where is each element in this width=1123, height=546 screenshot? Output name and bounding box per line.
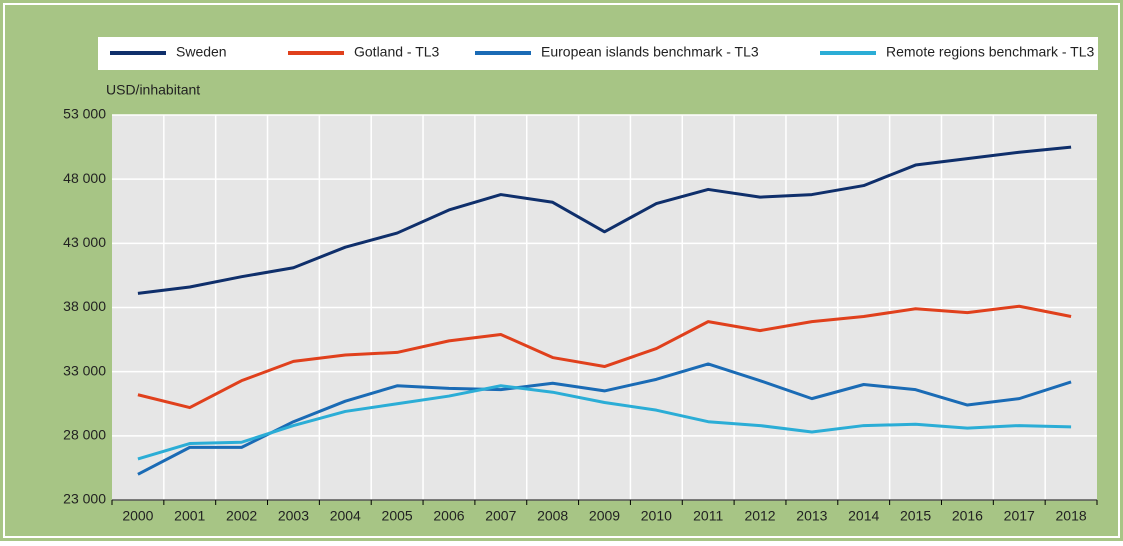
- x-tick-label: 2012: [744, 508, 775, 524]
- x-tick-label: 2006: [433, 508, 464, 524]
- x-tick-label: 2001: [174, 508, 205, 524]
- y-tick-label: 48 000: [63, 170, 106, 186]
- x-tick-label: 2017: [1004, 508, 1035, 524]
- series-line: [137, 145, 1072, 295]
- x-tick-label: 2018: [1056, 508, 1087, 524]
- series-line: [137, 384, 1072, 461]
- legend-label: European islands benchmark - TL3: [541, 44, 759, 60]
- x-tick-label: 2003: [278, 508, 309, 524]
- y-tick-label: 38 000: [63, 298, 106, 314]
- x-tick-label: 2008: [537, 508, 568, 524]
- x-tick-label: 2015: [900, 508, 931, 524]
- legend-label: Sweden: [176, 44, 227, 60]
- legend-box: [98, 37, 1098, 70]
- x-tick-label: 2005: [382, 508, 413, 524]
- x-tick-label: 2013: [796, 508, 827, 524]
- x-tick-label: 2000: [122, 508, 153, 524]
- x-tick-label: 2010: [641, 508, 672, 524]
- x-tick-label: 2016: [952, 508, 983, 524]
- y-tick-label: 23 000: [63, 491, 106, 507]
- y-tick-label: 28 000: [63, 427, 106, 443]
- y-axis-label: USD/inhabitant: [106, 82, 200, 98]
- legend-label: Remote regions benchmark - TL3: [886, 44, 1094, 60]
- y-tick-label: 53 000: [63, 106, 106, 122]
- y-tick-label: 33 000: [63, 362, 106, 378]
- x-tick-label: 2007: [485, 508, 516, 524]
- x-tick-label: 2009: [589, 508, 620, 524]
- y-tick-label: 43 000: [63, 234, 106, 250]
- x-tick-label: 2004: [330, 508, 361, 524]
- series-line: [137, 304, 1072, 410]
- series-line: [137, 362, 1072, 476]
- x-tick-label: 2014: [848, 508, 879, 524]
- x-tick-label: 2011: [693, 508, 723, 524]
- x-tick-label: 2002: [226, 508, 257, 524]
- frame: [3, 3, 1120, 538]
- legend-label: Gotland - TL3: [354, 44, 440, 60]
